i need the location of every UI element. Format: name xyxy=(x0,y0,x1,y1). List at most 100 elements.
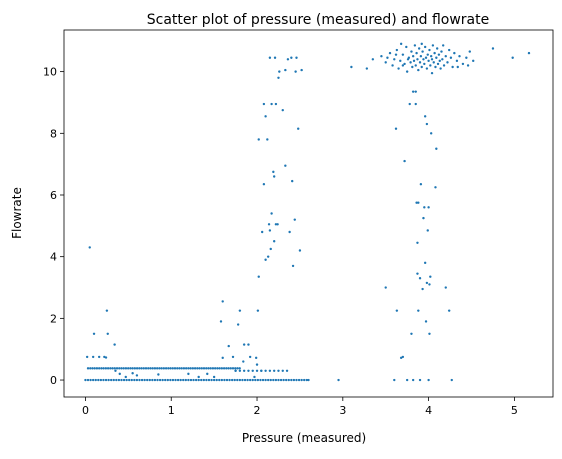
data-point xyxy=(272,240,276,243)
data-point xyxy=(153,367,157,370)
data-point xyxy=(455,59,459,63)
data-point xyxy=(434,186,437,189)
data-point xyxy=(254,378,257,382)
data-point xyxy=(158,378,162,382)
data-point xyxy=(276,223,279,226)
data-point xyxy=(238,367,241,370)
data-point xyxy=(105,309,109,312)
data-point xyxy=(401,53,405,56)
data-point xyxy=(380,55,383,58)
data-point xyxy=(270,102,273,106)
data-point xyxy=(207,367,210,370)
data-point xyxy=(411,65,414,69)
data-point xyxy=(270,212,273,215)
data-point xyxy=(155,367,159,370)
data-point xyxy=(164,378,167,382)
data-point xyxy=(220,378,224,382)
data-point xyxy=(176,367,179,370)
data-point xyxy=(89,378,92,382)
data-point xyxy=(89,367,92,370)
data-point xyxy=(441,44,445,47)
data-point xyxy=(429,55,433,58)
data-point xyxy=(84,378,87,382)
data-point xyxy=(171,367,174,370)
data-point xyxy=(231,367,235,370)
data-point xyxy=(253,375,256,379)
data-point xyxy=(403,159,406,163)
data-point xyxy=(255,369,259,372)
data-point xyxy=(303,378,306,382)
data-point xyxy=(160,367,163,370)
data-point xyxy=(236,378,239,382)
data-point xyxy=(350,65,353,69)
data-point xyxy=(91,378,95,382)
data-point xyxy=(184,378,188,382)
data-point xyxy=(215,378,218,382)
data-point xyxy=(241,378,244,382)
y-tick-label: 10 xyxy=(43,66,57,79)
data-point xyxy=(403,62,406,66)
data-point xyxy=(430,58,434,61)
data-point xyxy=(417,201,420,204)
data-point xyxy=(113,367,116,370)
data-point xyxy=(111,367,114,370)
data-point xyxy=(410,332,413,335)
data-point xyxy=(288,230,291,234)
data-point xyxy=(421,287,424,291)
data-point xyxy=(429,275,432,278)
data-point xyxy=(162,367,166,370)
data-point xyxy=(157,373,160,376)
data-point xyxy=(251,369,254,372)
data-point xyxy=(431,44,435,47)
data-point xyxy=(434,65,437,69)
data-point xyxy=(138,378,141,382)
data-point xyxy=(297,378,301,382)
data-point xyxy=(423,115,427,118)
data-point xyxy=(200,378,203,382)
data-point xyxy=(97,378,100,382)
data-point xyxy=(393,378,396,382)
y-tick-label: 2 xyxy=(50,312,57,325)
data-point xyxy=(97,355,101,359)
data-point xyxy=(213,367,217,370)
data-point xyxy=(178,367,181,370)
data-point xyxy=(153,378,157,382)
data-point xyxy=(418,378,422,382)
data-point xyxy=(115,367,119,370)
data-point xyxy=(438,59,441,63)
data-point xyxy=(456,65,459,69)
data-point xyxy=(442,64,446,67)
data-point xyxy=(424,320,428,323)
data-point xyxy=(511,56,514,59)
data-point xyxy=(149,367,152,370)
data-point xyxy=(423,62,426,66)
data-point xyxy=(115,378,118,382)
data-point xyxy=(266,378,270,382)
data-point xyxy=(205,367,208,370)
data-point xyxy=(174,378,177,382)
x-tick-label: 0 xyxy=(82,404,89,417)
x-tick-label: 5 xyxy=(511,404,518,417)
data-point xyxy=(94,378,97,382)
data-point xyxy=(425,67,429,70)
data-point xyxy=(451,65,454,69)
data-point xyxy=(135,367,139,370)
data-point xyxy=(274,378,278,382)
data-point xyxy=(167,367,170,370)
data-point xyxy=(440,50,443,53)
x-tick-label: 4 xyxy=(425,404,432,417)
data-point xyxy=(393,58,396,61)
data-point xyxy=(394,53,398,56)
data-point xyxy=(219,320,223,323)
data-point xyxy=(207,378,211,382)
data-point xyxy=(388,51,392,55)
data-point xyxy=(444,55,447,58)
data-point xyxy=(221,356,224,360)
data-point xyxy=(220,367,224,370)
data-point xyxy=(197,378,200,382)
data-point xyxy=(261,378,265,382)
data-point xyxy=(133,367,137,370)
data-point xyxy=(447,309,451,312)
data-point xyxy=(371,58,375,61)
